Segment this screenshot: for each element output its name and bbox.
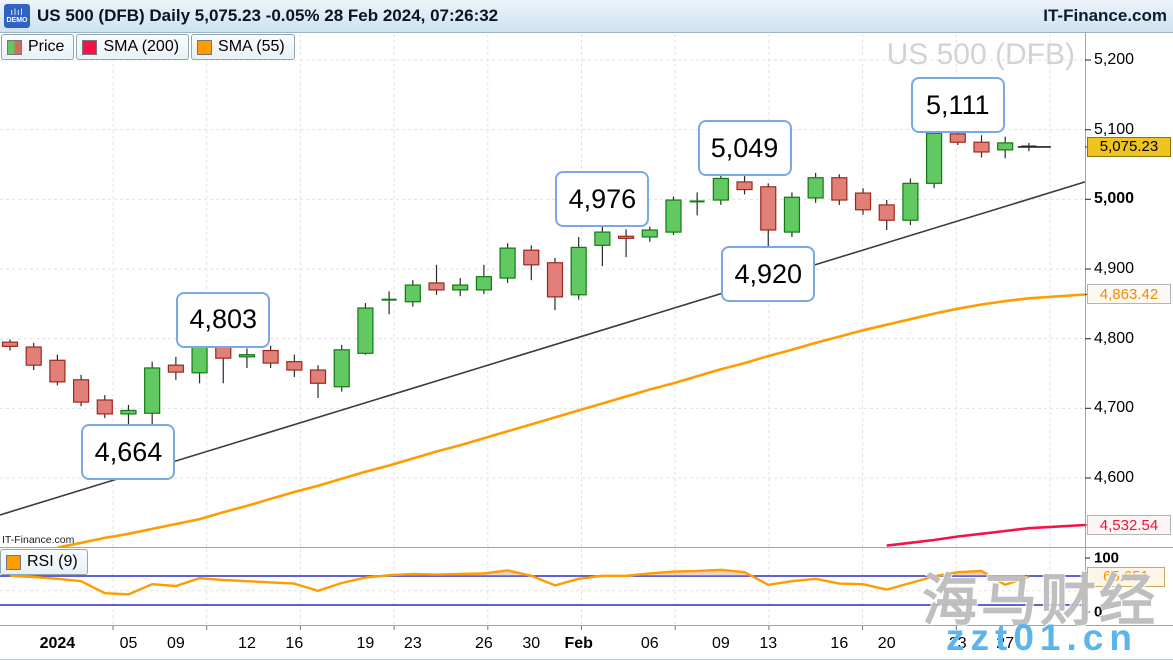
candle-body bbox=[404, 284, 421, 303]
candle-body bbox=[665, 199, 682, 233]
candle-body bbox=[712, 177, 729, 201]
legend-rsi-tab[interactable]: RSI (9) bbox=[0, 549, 88, 575]
site-watermark: zzt01.cn bbox=[946, 617, 1138, 658]
rsi-overbought-fill bbox=[10, 569, 991, 576]
candle-body bbox=[96, 399, 113, 415]
candle-body bbox=[238, 354, 256, 358]
rsi-line bbox=[9, 568, 1030, 596]
candle-body bbox=[783, 196, 801, 233]
chart-title: US 500 (DFB) Daily 5,075.23 -0.05% 28 Fe… bbox=[37, 6, 499, 25]
candle-body bbox=[428, 282, 445, 291]
candle-body bbox=[570, 246, 587, 296]
candle-body bbox=[144, 367, 161, 414]
rsi-swatch-icon bbox=[6, 554, 21, 570]
brand-link[interactable]: IT-Finance.com bbox=[1043, 6, 1167, 25]
price-swatch-icon bbox=[7, 39, 22, 55]
candle-body bbox=[167, 364, 184, 373]
last-price-tag: 5,075.23 bbox=[1087, 136, 1171, 157]
candle-body bbox=[286, 361, 303, 371]
sma55-swatch-icon bbox=[197, 39, 213, 55]
candle-body bbox=[25, 346, 42, 366]
cjk-watermark: 海马财经 bbox=[922, 569, 1158, 632]
candle-body bbox=[333, 349, 350, 388]
legend-price-tab[interactable]: Price bbox=[1, 34, 75, 60]
candle-body bbox=[973, 141, 990, 153]
indicator-legend: Price SMA (200) SMA (55) bbox=[1, 34, 297, 60]
candle-body bbox=[949, 133, 966, 143]
rsi-value-tag: 65.651 bbox=[1087, 566, 1165, 587]
demo-badge: ılıl DEMO bbox=[4, 4, 30, 28]
candle-body bbox=[309, 369, 327, 384]
legend-sma55-tab[interactable]: SMA (55) bbox=[191, 34, 295, 60]
candle-body bbox=[120, 409, 137, 415]
candle-body bbox=[902, 182, 919, 221]
demo-badge-label: DEMO bbox=[6, 17, 28, 24]
legend-sma55-label: SMA (55) bbox=[218, 38, 285, 55]
candle-body bbox=[617, 235, 635, 239]
sma200-value-tag: 4,532.54 bbox=[1087, 515, 1171, 536]
candle-body bbox=[736, 181, 753, 191]
candle-body bbox=[878, 204, 895, 221]
chart-brand-stamp: IT-Finance.com bbox=[2, 534, 75, 546]
candle-body bbox=[215, 341, 232, 359]
sma55-value-tag: 4,863.42 bbox=[1087, 284, 1171, 305]
candle-body bbox=[546, 262, 564, 298]
candle-body bbox=[49, 359, 66, 383]
legend-price-label: Price bbox=[28, 38, 65, 55]
candle-body bbox=[831, 177, 848, 201]
legend-sma200-label: SMA (200) bbox=[103, 38, 180, 55]
trendline bbox=[0, 181, 1086, 516]
candle-body bbox=[452, 284, 469, 291]
candle-body bbox=[807, 177, 824, 199]
candle-body bbox=[641, 229, 658, 238]
legend-sma200-tab[interactable]: SMA (200) bbox=[76, 34, 190, 60]
candle-body bbox=[475, 276, 492, 291]
sma55-line bbox=[57, 293, 1085, 547]
candle-body bbox=[997, 142, 1014, 151]
candle-body bbox=[72, 379, 90, 403]
sma200-swatch-icon bbox=[82, 39, 98, 55]
candle-body bbox=[523, 249, 540, 266]
candle-body bbox=[760, 186, 777, 231]
candle-body bbox=[594, 231, 611, 246]
symbol-watermark: US 500 (DFB) bbox=[886, 38, 1075, 71]
sma200-line bbox=[886, 523, 1085, 547]
candle-body-doji bbox=[689, 200, 705, 203]
candle-body bbox=[499, 247, 516, 279]
candle-body-doji bbox=[381, 298, 397, 301]
candle-body bbox=[357, 307, 374, 354]
candle-body bbox=[191, 342, 208, 374]
candlestick-logo-icon: ılıl bbox=[10, 7, 24, 17]
candle-body bbox=[854, 192, 872, 211]
candle-body bbox=[926, 132, 943, 184]
candle-body bbox=[262, 349, 279, 364]
title-bar: ılıl DEMO US 500 (DFB) Daily 5,075.23 -0… bbox=[0, 0, 1173, 33]
legend-rsi-label: RSI (9) bbox=[27, 553, 78, 570]
candle-body bbox=[1, 341, 19, 347]
